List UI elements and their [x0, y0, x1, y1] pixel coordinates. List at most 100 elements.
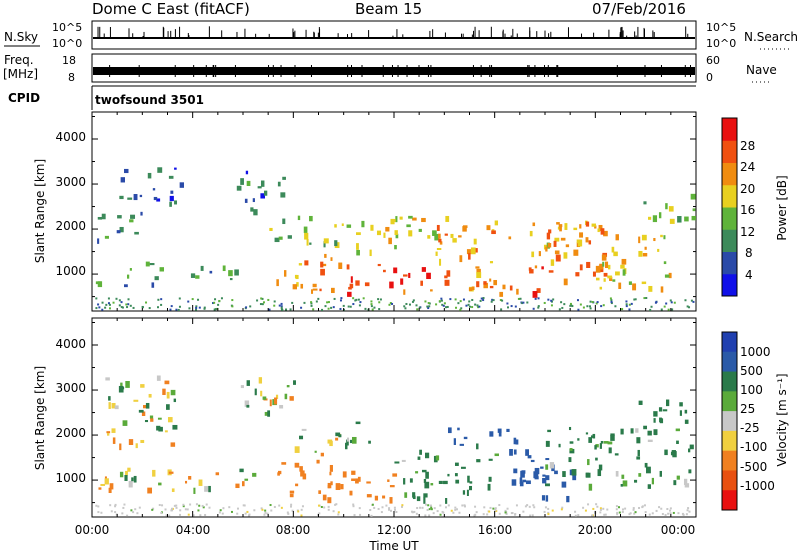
vel-ground-cell [244, 512, 247, 515]
vel-echo-cell [366, 494, 372, 498]
vel-ground-cell [463, 505, 466, 508]
pwr-echo-cell [169, 201, 172, 207]
vel-ground-cell [560, 508, 563, 511]
vel-echo-cell [152, 469, 156, 477]
vel-ground-cell [390, 509, 393, 512]
pwr-ground-cell [355, 298, 358, 301]
pwr-echo-cell [406, 224, 411, 228]
pwr-echo-cell [284, 270, 287, 277]
vel-echo-cell [314, 450, 317, 453]
pwr-echo-cell [444, 279, 450, 286]
power-cbar-swatch [722, 207, 737, 230]
vel-ground-cell [439, 513, 442, 516]
vel-echo-cell [637, 449, 640, 457]
pwr-ground-cell [614, 305, 617, 308]
pwr-ground-cell [408, 303, 411, 306]
pwr-ground-cell [558, 308, 561, 311]
pwr-echo-cell [476, 272, 482, 279]
pwr-ground-cell [126, 306, 129, 309]
pwr-echo-cell [578, 239, 583, 247]
pwr-ground-cell [268, 308, 271, 311]
nsky-trace [93, 26, 695, 39]
vel-echo-cell [394, 461, 400, 464]
vel-ground-cell [602, 507, 605, 510]
pwr-echo-cell [605, 261, 609, 269]
pwr-echo-cell [458, 235, 462, 238]
vel-ground-cell [547, 513, 550, 516]
vel-cbar-tick-minus25: -25 [740, 421, 760, 435]
vel-ground-cell [110, 510, 113, 513]
pwr-echo-cell [361, 220, 365, 228]
pwr-echo-cell [632, 283, 637, 291]
pwr-echo-cell [602, 261, 605, 267]
pwr-ground-cell [645, 297, 648, 300]
pwr-echo-cell [558, 224, 563, 228]
vel-ground-cell [498, 504, 501, 507]
pwr-echo-cell [133, 194, 138, 201]
pwr-echo-cell [644, 246, 647, 250]
vel-echo-cell [171, 488, 175, 492]
pwr-echo-cell [509, 285, 513, 291]
pwr-echo-cell [531, 251, 535, 258]
vel-echo-cell [460, 466, 466, 469]
vel-ground-cell [604, 513, 607, 516]
vel-echo-cell [140, 439, 145, 444]
vel-echo-cell [588, 437, 593, 443]
pwr-echo-cell [548, 229, 552, 234]
pwr-echo-cell [174, 200, 178, 205]
pwr-ground-cell [588, 305, 591, 308]
pwr-ground-cell [449, 298, 452, 301]
vel-echo-cell [185, 480, 188, 484]
vel-echo-cell [594, 445, 597, 450]
pwr-echo-cell [436, 248, 442, 251]
pwr-ground-cell [120, 301, 123, 304]
pwr-echo-cell [618, 282, 622, 289]
pwr-ground-cell [129, 304, 132, 307]
vel-cbar-tick-100: 100 [740, 383, 763, 397]
pwr-ground-cell [141, 305, 144, 308]
vel-echo-cell [469, 485, 473, 491]
vel-ground-cell [641, 505, 644, 508]
vel-echo-cell [513, 449, 517, 455]
pwr-echo-cell [684, 216, 689, 222]
pwr-echo-cell [119, 195, 124, 200]
vel-ground-cell [505, 512, 508, 515]
vel-ground-cell [624, 507, 627, 510]
pwr-ground-cell [357, 298, 360, 301]
vel-ground-cell [246, 510, 249, 513]
power-cbar-tick-20: 20 [740, 182, 755, 196]
pwr-echo-cell [312, 288, 318, 291]
vel-echo-cell [289, 490, 295, 494]
vel-ground-cell [385, 504, 388, 507]
pwr-echo-cell [528, 267, 532, 271]
pwr-echo-cell [459, 255, 463, 263]
pwr-echo-cell [658, 212, 662, 219]
pwr-echo-cell [470, 247, 476, 255]
pwr-echo-cell [421, 217, 426, 223]
vel-echo-cell [239, 468, 244, 473]
vel-echo-cell [569, 441, 574, 444]
pwr-ground-cell [157, 306, 160, 309]
vel-echo-cell [335, 432, 341, 437]
pwr-ground-cell [459, 308, 462, 311]
pwr-echo-cell [260, 193, 265, 199]
pwr-echo-cell [579, 264, 583, 271]
vel-echo-cell [599, 443, 602, 449]
vel-echo-cell [545, 464, 549, 470]
velocity-cbar-label: Velocity [m s⁻¹] [775, 373, 789, 466]
vel-echo-cell [318, 490, 322, 494]
vel-ground-cell [197, 509, 200, 512]
vel-ground-cell [632, 507, 635, 510]
pwr-echo-cell [145, 261, 150, 267]
pwr-echo-cell [257, 186, 262, 189]
vel-cbar-tick-minus100: -100 [740, 440, 767, 454]
vel-echo-cell [108, 396, 111, 401]
pwr-echo-cell [124, 168, 129, 174]
vel-echo-cell [454, 462, 459, 466]
vel-echo-cell [284, 393, 288, 400]
pwr-echo-cell [395, 216, 398, 223]
pwr-ground-cell [300, 306, 303, 309]
vel-ground-cell [628, 513, 631, 516]
vel-echo-cell [128, 480, 133, 488]
vel-ground-cell [669, 509, 672, 512]
